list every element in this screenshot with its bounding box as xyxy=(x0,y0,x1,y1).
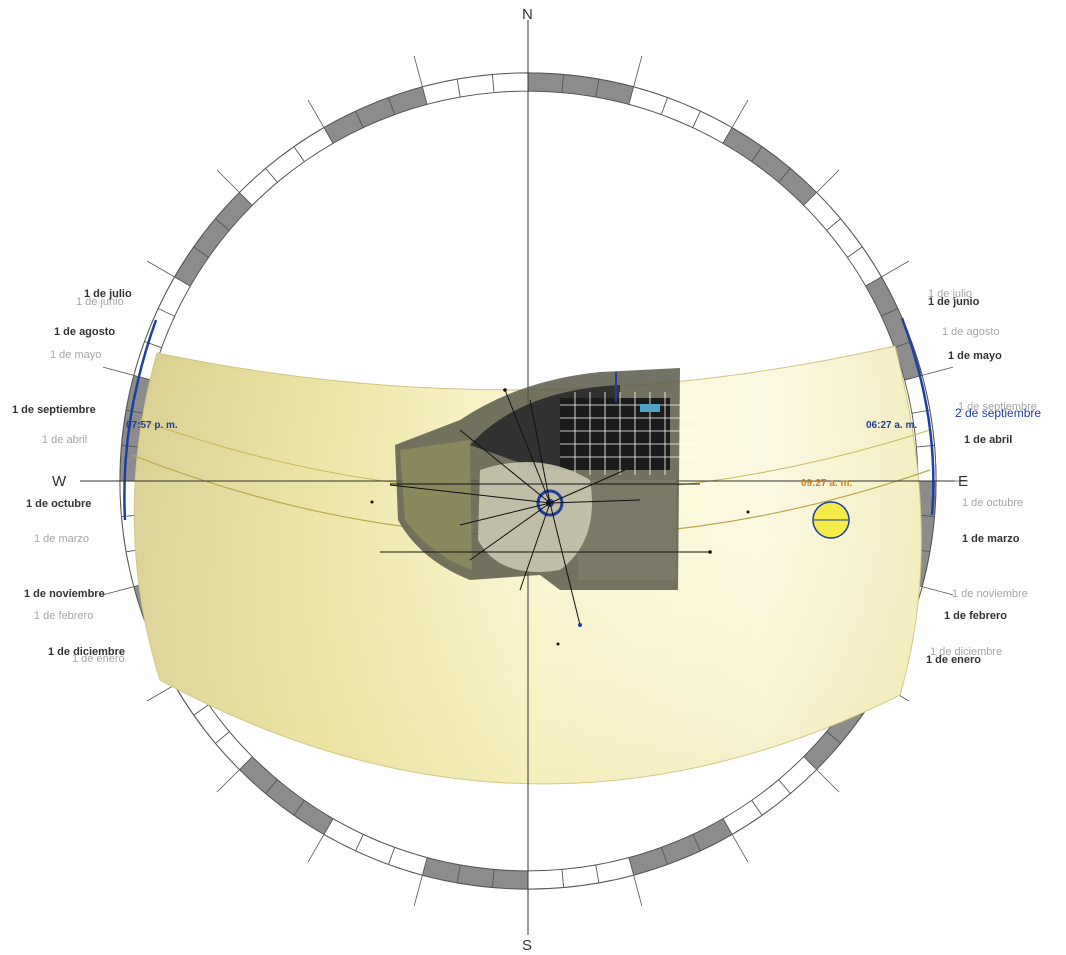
east-date-oct: 1 de octubre xyxy=(962,497,1023,509)
south-label: S xyxy=(522,937,532,954)
east-label: E xyxy=(958,473,968,490)
ring-tick xyxy=(216,169,240,193)
ring-tick xyxy=(413,874,423,907)
ring-segment xyxy=(865,276,899,317)
sun-disc-icon xyxy=(812,501,850,539)
ring-tick xyxy=(731,834,749,863)
east-date-may: 1 de mayo xyxy=(948,350,1002,362)
east-date-sep: 1 de septiembre xyxy=(958,401,1037,413)
east-date-jul: 1 de julio xyxy=(928,288,972,300)
west-date-labels: 1 de julio 1 de junio 1 de agosto 1 de m… xyxy=(12,288,132,665)
west-date-feb: 1 de febrero xyxy=(34,610,93,622)
west-date-aug: 1 de agosto xyxy=(54,326,115,338)
west-date-sep: 1 de septiembre xyxy=(12,404,96,416)
ring-segment xyxy=(595,857,635,884)
ring-segment xyxy=(492,72,529,93)
ring-tick xyxy=(921,366,954,376)
ring-segment xyxy=(527,869,564,890)
ring-segment xyxy=(628,846,669,876)
ring-tick xyxy=(633,55,643,88)
building-plan-icon xyxy=(370,368,750,646)
ring-tick xyxy=(146,684,175,702)
west-date-oct: 1 de octubre xyxy=(26,498,91,510)
ring-tick xyxy=(216,769,240,793)
east-date-current: 2 de septiembre xyxy=(955,406,1041,420)
ring-tick xyxy=(102,366,135,376)
ring-tick xyxy=(881,260,910,278)
ring-tick xyxy=(102,586,135,596)
current-time-label: 09:27 a. m. xyxy=(801,478,852,489)
west-date-nov: 1 de noviembre xyxy=(24,588,105,600)
east-date-mar: 1 de marzo xyxy=(962,533,1020,545)
ring-tick xyxy=(921,586,954,596)
west-date-mar: 1 de marzo xyxy=(34,533,89,545)
ring-segment xyxy=(595,78,635,105)
east-date-nov: 1 de noviembre xyxy=(952,588,1028,600)
ring-segment xyxy=(387,86,428,116)
date-marker-arcs xyxy=(123,317,935,521)
ring-segment xyxy=(628,86,669,116)
sunset-time-label: 07:57 p. m. xyxy=(126,420,178,431)
ring-segment xyxy=(527,72,564,93)
east-date-jan: 1 de enero xyxy=(926,654,981,666)
west-date-jan: 1 de enero xyxy=(72,653,125,665)
ring-tick xyxy=(633,874,643,907)
east-date-labels: 1 de julio 1 de junio 1 de agosto 1 de m… xyxy=(926,288,1041,666)
west-date-apr: 1 de abril xyxy=(42,434,87,446)
ring-segment xyxy=(421,857,461,884)
ring-tick xyxy=(413,55,423,88)
east-date-apr: 1 de abril xyxy=(964,434,1012,446)
west-date-jul: 1 de julio xyxy=(84,288,132,300)
ring-segment xyxy=(387,846,428,876)
ring-tick xyxy=(816,769,840,793)
east-date-feb: 1 de febrero xyxy=(944,610,1007,622)
east-date-jun: 1 de junio xyxy=(928,296,980,308)
west-date-jun: 1 de junio xyxy=(76,296,124,308)
east-date-aug: 1 de agosto xyxy=(942,326,1000,338)
west-date-dec: 1 de diciembre xyxy=(48,646,125,658)
east-date-dec: 1 de diciembre xyxy=(930,646,1002,658)
west-date-may: 1 de mayo xyxy=(50,349,101,361)
ring-tick xyxy=(307,99,325,128)
ring-segment xyxy=(323,110,364,144)
west-label: W xyxy=(52,473,67,490)
sunrise-time-label: 06:27 a. m. xyxy=(866,420,917,431)
ring-segment xyxy=(492,869,529,890)
ring-tick xyxy=(816,169,840,193)
ring-segment xyxy=(692,818,733,852)
ring-tick xyxy=(146,260,175,278)
ring-tick xyxy=(307,834,325,863)
ring-segment xyxy=(421,78,461,105)
north-label: N xyxy=(522,6,533,23)
compass-ring xyxy=(88,41,968,921)
ring-tick xyxy=(731,99,749,128)
